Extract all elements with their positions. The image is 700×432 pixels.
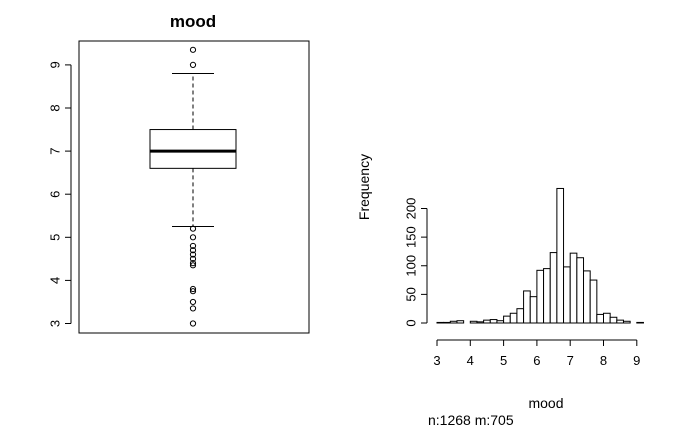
histogram-x-tick-label: 7 [567, 353, 574, 368]
histogram-y-tick-label: 50 [404, 287, 419, 301]
histogram-bar [523, 290, 531, 324]
histogram-y-tick-label: 0 [404, 319, 419, 326]
histogram-bar [456, 320, 465, 324]
boxplot-y-tick-label: 4 [48, 277, 63, 284]
boxplot-y-axis: 3 4 5 6 7 8 9 [48, 61, 72, 327]
outlier-point [189, 234, 197, 241]
histogram-y-tick-label: 150 [404, 226, 419, 248]
outlier-point [189, 298, 197, 306]
histogram-bar [536, 269, 545, 324]
outlier-point [189, 247, 197, 254]
histogram-bar [469, 320, 478, 324]
histogram-bar [609, 316, 618, 324]
boxplot-body [149, 46, 237, 327]
outlier-point [189, 320, 197, 327]
histogram-bar [603, 312, 611, 324]
histogram-bar [503, 315, 511, 324]
outlier-point [189, 225, 197, 232]
histogram-bar [449, 320, 458, 324]
histogram-bar [476, 321, 485, 324]
histogram-x-axis: 3 4 5 6 7 8 9 [433, 339, 640, 368]
histogram-bar [616, 319, 624, 324]
interquartile-box [149, 129, 237, 169]
boxplot-y-tick-label: 7 [48, 147, 63, 154]
histogram-bar [563, 266, 571, 324]
outlier-point [189, 242, 197, 250]
histogram-bar [443, 321, 451, 324]
boxplot-y-tick-label: 8 [48, 104, 63, 111]
outlier-point [189, 285, 197, 293]
outlier-point [189, 251, 197, 258]
histogram-bar [489, 319, 498, 324]
histogram-bar [622, 320, 631, 324]
histogram-x-tick-label: 4 [467, 353, 474, 368]
histogram-bar [509, 312, 518, 324]
histogram-bars [436, 187, 644, 324]
histogram-bar [596, 313, 605, 324]
histogram-x-tick-label: 9 [633, 353, 640, 368]
histogram-bar [436, 321, 445, 324]
histogram-bar [516, 308, 525, 324]
histogram-bar [576, 257, 585, 324]
boxplot-y-tick-label: 3 [48, 320, 63, 327]
boxplot-y-tick-label: 5 [48, 234, 63, 241]
histogram-bar [496, 320, 505, 324]
histogram-bar [529, 296, 538, 324]
boxplot-title: mood [170, 12, 216, 31]
histogram-bar [589, 279, 598, 324]
histogram-y-label: Frequency [356, 154, 372, 220]
boxplot-y-tick-label: 9 [48, 61, 63, 68]
outlier-point [189, 288, 197, 295]
histogram-y-tick-label: 100 [404, 255, 419, 277]
boxplot-y-tick-label: 6 [48, 191, 63, 198]
histogram-x-tick-label: 3 [433, 353, 440, 368]
boxplot-frame [78, 40, 310, 334]
histogram-bar [636, 321, 644, 324]
histogram-bar [483, 319, 491, 324]
outlier-point [189, 260, 197, 267]
histogram-y-axis: 0 50 100 150 200 [404, 198, 428, 327]
histogram-x-tick-label: 6 [533, 353, 540, 368]
outlier-point [189, 255, 197, 262]
histogram-bar [583, 270, 591, 324]
histogram-bar [543, 268, 551, 324]
outlier-point [189, 262, 197, 269]
outlier-point [189, 61, 197, 69]
histogram-x-tick-label: 5 [500, 353, 507, 368]
histogram-bar [569, 252, 578, 324]
histogram-bar [556, 187, 565, 324]
histogram-bar [549, 252, 558, 324]
sample-summary-text: n:1268 m:705 [428, 412, 514, 428]
histogram-x-label: mood [528, 395, 563, 411]
outlier-point [189, 46, 197, 53]
outlier-point [189, 305, 197, 312]
histogram-x-tick-label: 8 [600, 353, 607, 368]
histogram-y-tick-label: 200 [404, 198, 419, 220]
